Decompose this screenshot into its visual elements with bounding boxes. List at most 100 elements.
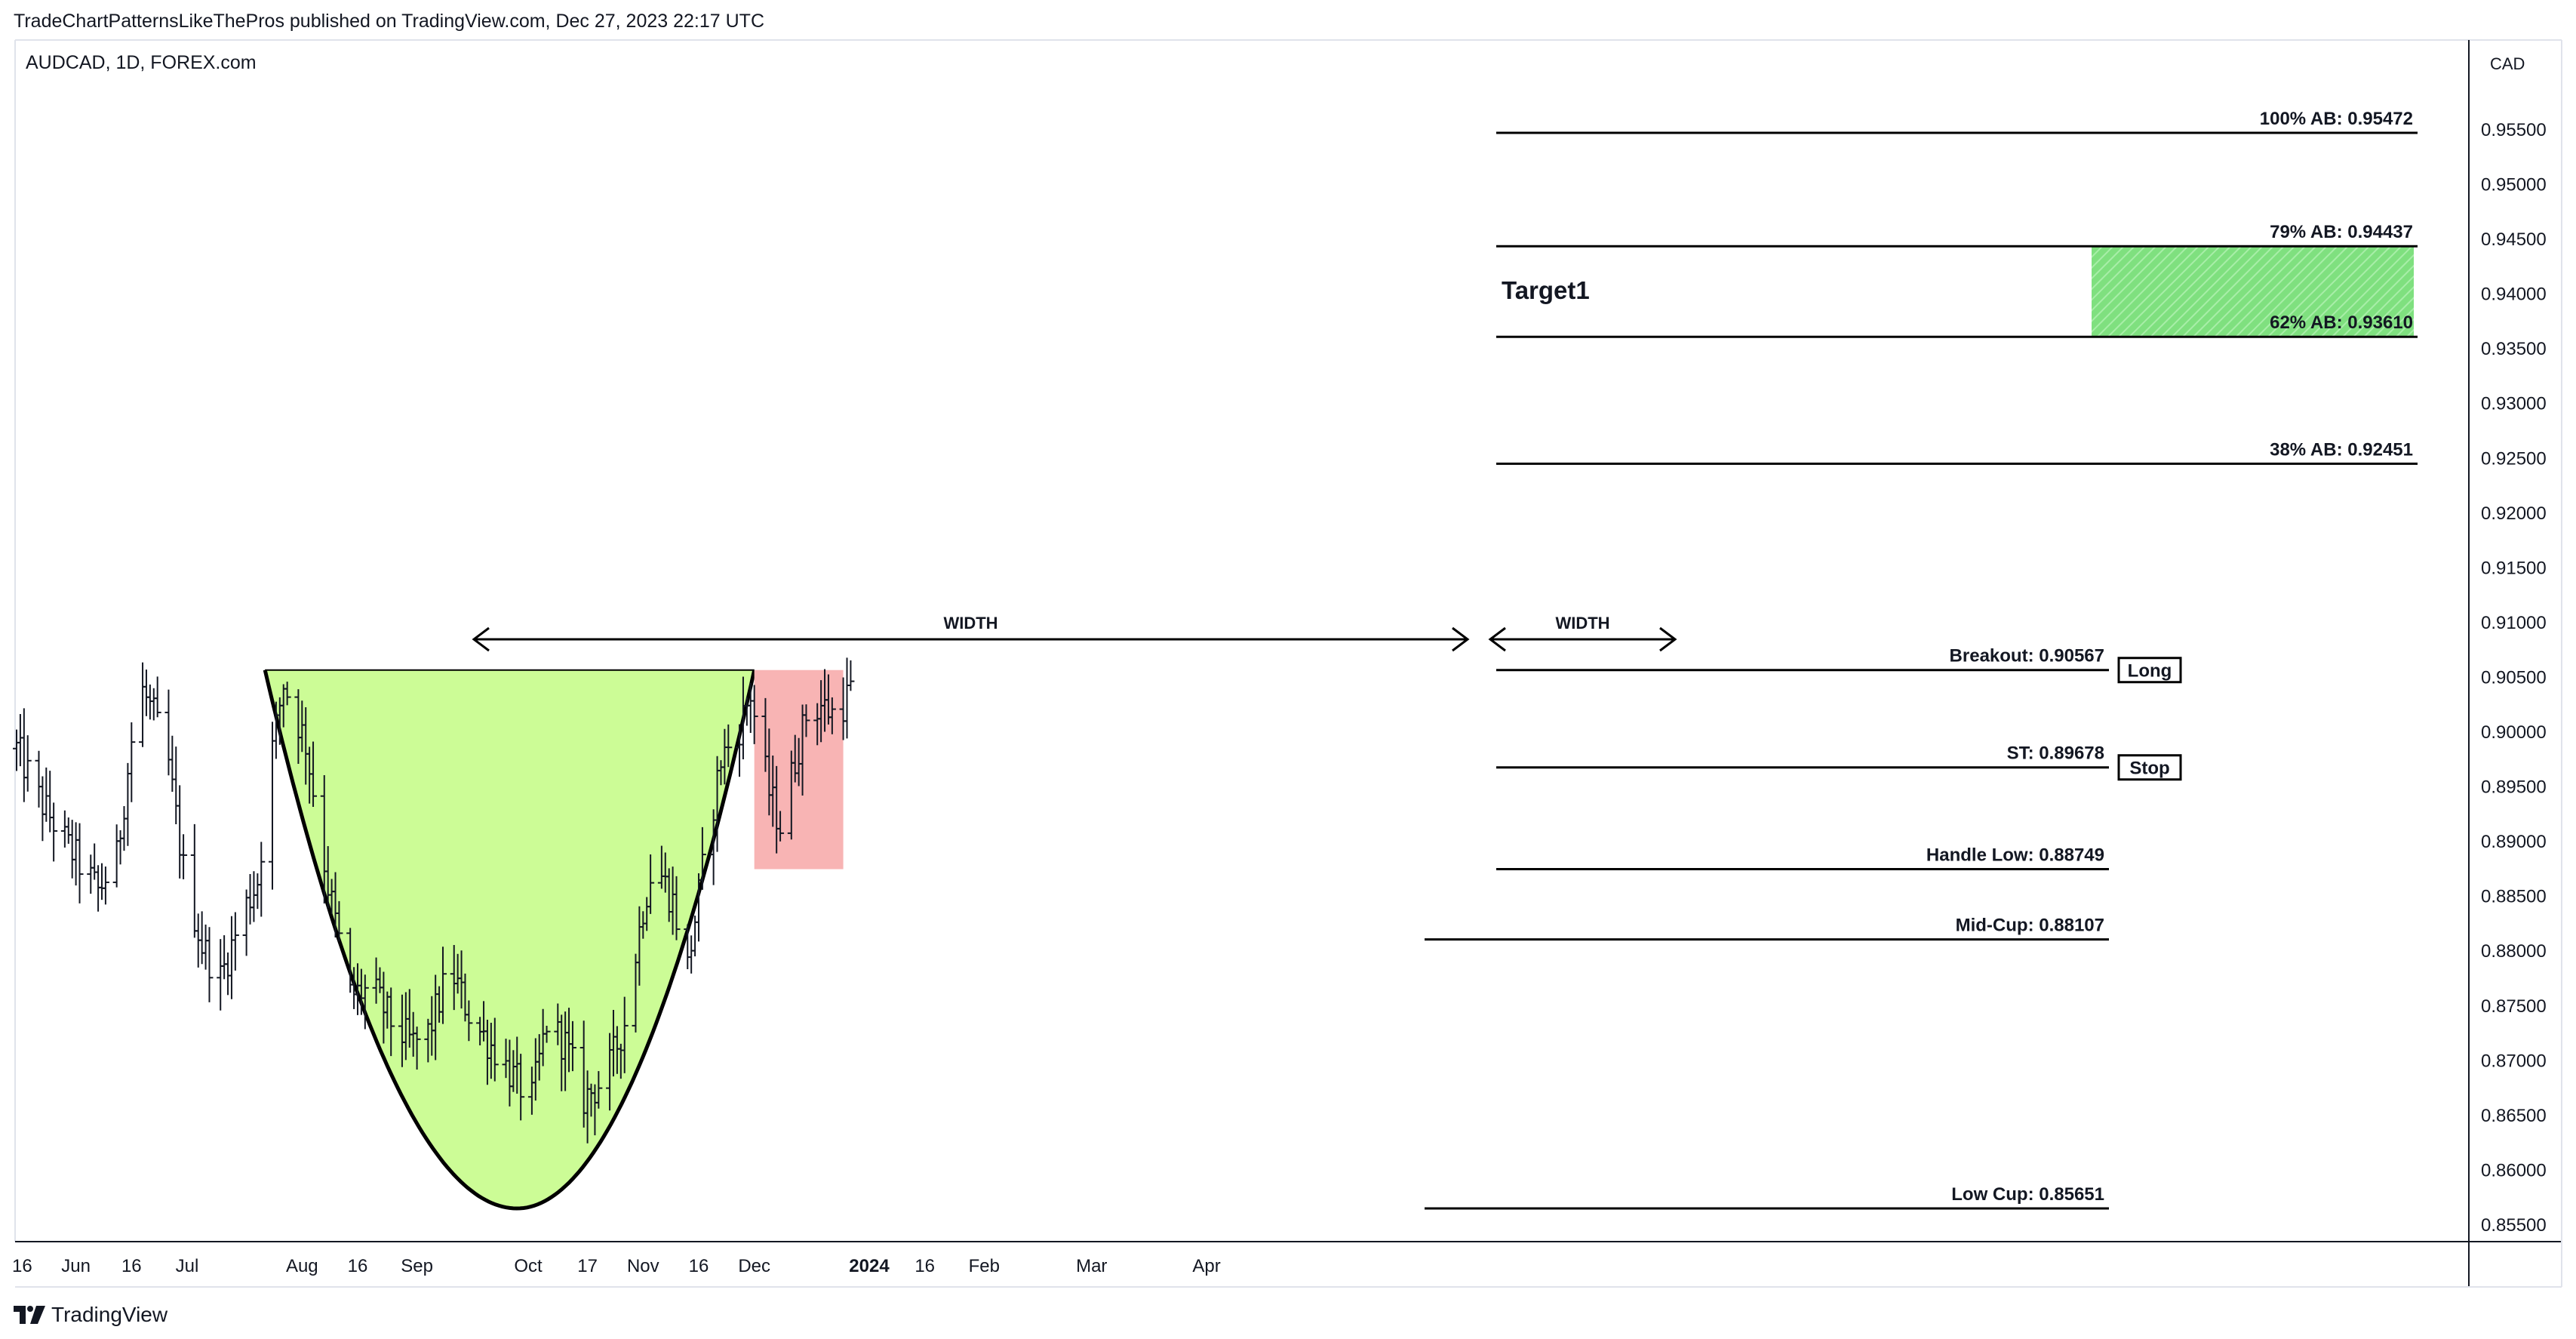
y-tick-label: 0.85500 [2481,1215,2547,1236]
x-tick-label: Jul [176,1256,199,1276]
x-tick-label: Aug [286,1256,318,1276]
ohlc-bar [802,704,810,737]
ohlc-bar [139,662,147,747]
y-tick-label: 0.95000 [2481,175,2547,195]
ohlc-bar [201,924,210,970]
ohlc-bar [35,750,43,808]
ohlc-bar [231,912,239,971]
level-label-8: Low Cup: 0.85651 [1951,1184,2104,1205]
ohlc-bar [75,823,84,903]
y-tick-label: 0.89500 [2481,777,2547,798]
ohlc-bar [246,873,254,925]
tradingview-brand: TradingView [14,1300,168,1330]
ohlc-bar [387,987,395,1057]
ohlc-bar [254,873,262,910]
ohlc-bar [116,830,124,865]
target-zone [2092,246,2414,337]
ohlc-bar [16,714,24,767]
ohlc-bar [490,1017,499,1082]
ohlc-bar [72,822,80,886]
publish-header: TradeChartPatternsLikeThePros published … [14,11,764,32]
y-tick-label: 0.90500 [2481,667,2547,688]
x-tick-label: Oct [514,1256,543,1276]
ohlc-bar [168,735,177,792]
cup-width-left-head [472,626,490,652]
cup-width-right-head [1452,626,1470,652]
level-label-2: 62% AB: 0.93610 [2270,312,2413,333]
handle-width-left-head [1488,626,1506,652]
y-tick-label: 0.91000 [2481,613,2547,633]
ohlc-bar [250,871,258,922]
badge-box-4 [2117,657,2182,684]
ohlc-bar [149,688,158,721]
x-tick-label: Mar [1076,1256,1107,1276]
symbol-label: AUDCAD, 1D, FOREX.com [26,52,257,73]
badge-long: Long [2128,661,2172,682]
ohlc-bar [224,952,232,996]
ohlc-bar [46,771,54,833]
y-tick-label: 0.88500 [2481,887,2547,907]
ohlc-bar [847,660,855,691]
badge-box-5 [2117,754,2182,781]
ohlc-bar [91,843,99,880]
ohlc-bar [268,722,276,890]
ohlc-bar [335,900,343,942]
ohlc-bar [198,911,206,965]
badge-stop: Stop [2129,759,2169,779]
y-tick-label: 0.92500 [2481,448,2547,469]
x-tick-label: Dec [738,1256,770,1276]
cup-area [265,670,755,1208]
currency-label: CAD [2490,54,2525,73]
y-tick-label: 0.88000 [2481,941,2547,962]
ohlc-bar [465,1000,473,1042]
x-tick-label: Feb [969,1256,1000,1276]
y-tick-label: 0.87000 [2481,1051,2547,1071]
ohlc-bar [843,657,851,739]
ohlc-bar [142,670,150,716]
ohlc-bar [190,823,198,938]
level-label-1: 79% AB: 0.94437 [2270,222,2413,242]
y-tick-label: 0.92000 [2481,503,2547,524]
ohlc-bar [413,1027,421,1070]
y-tick-label: 0.89000 [2481,832,2547,852]
tradingview-logo-icon [14,1306,45,1324]
ohlc-bar [647,854,655,914]
ohlc-bar [172,746,180,824]
ohlc-bar [361,974,369,1030]
ohlc-bar [60,810,69,848]
level-label-4: Breakout: 0.90567 [1950,646,2104,666]
y-tick-label: 0.91500 [2481,558,2547,578]
y-tick-label: 0.87500 [2481,996,2547,1017]
ohlc-bar [87,854,95,894]
x-tick-label: 16 [12,1256,32,1276]
ohlc-bar [242,889,251,956]
ohlc-bar [124,762,132,846]
tradingview-wordmark: TradingView [51,1303,168,1326]
ohlc-bar [23,735,32,792]
x-tick-label: Nov [627,1256,659,1276]
x-tick-label: 16 [348,1256,368,1276]
level-label-7: Mid-Cup: 0.88107 [1956,916,2104,936]
ohlc-bar [13,729,20,771]
level-label-3: 38% AB: 0.92451 [2270,439,2413,460]
level-label-0: 100% AB: 0.95472 [2260,109,2413,129]
handle-width-right-head [1659,626,1677,652]
ohlc-bar [64,817,72,844]
ohlc-bar [217,939,225,1011]
ohlc-bar [68,820,76,879]
y-tick-label: 0.94500 [2481,229,2547,250]
level-label-6: Handle Low: 0.88749 [1926,845,2104,866]
ohlc-bar [517,1054,525,1121]
ohlc-bar [146,684,154,720]
cup-curve [263,670,757,1211]
ohlc-bar [283,682,291,706]
ohlc-bar [20,708,28,802]
ohlc-bar [309,741,318,808]
ohlc-bar [180,834,188,879]
x-tick-label: 2024 [849,1256,890,1276]
ohlc-bar [687,935,696,974]
x-tick-label: Apr [1192,1256,1220,1276]
ohlc-bar [543,1026,551,1043]
ohlc-bar [257,842,266,917]
